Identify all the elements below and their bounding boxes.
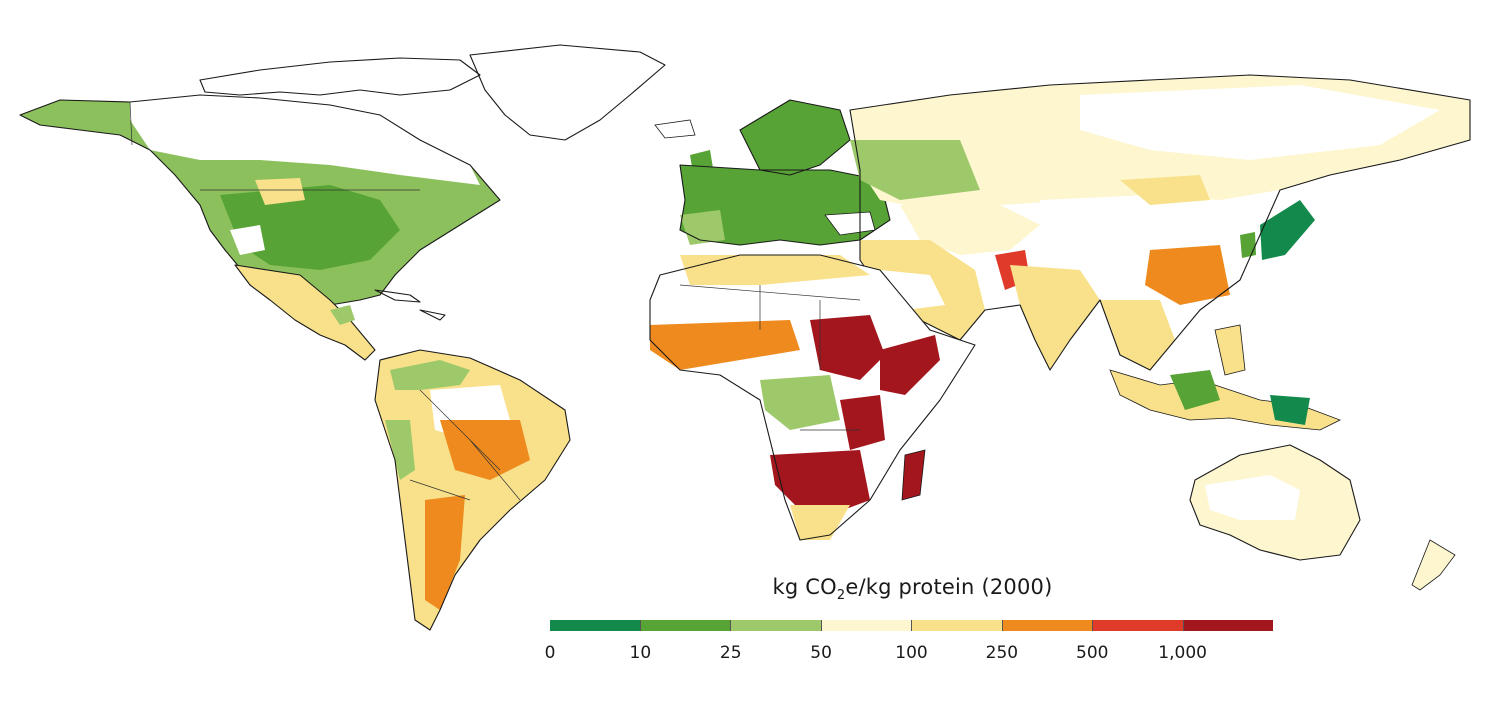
north-america-north [130,95,480,185]
mexico-outline [234,264,376,361]
africa-borders [679,284,861,431]
borneo-green [1170,370,1220,410]
africa-outline [649,254,976,541]
kazakhstan [900,205,1040,255]
legend-tick-label: 500 [1076,643,1109,663]
horn-darkred [880,335,940,395]
europe-outline [679,99,891,246]
brazil-orange [440,420,530,480]
south-america-land [375,350,570,630]
madagascar [901,449,926,501]
siberia-white [1080,85,1440,160]
south-america [374,349,571,631]
india [1010,265,1100,370]
legend-swatch-4 [912,620,1003,631]
oceania [1189,444,1456,591]
caribbean-islands [374,289,446,321]
legend-tick-label: 250 [985,643,1019,663]
central-america [234,264,446,361]
new-zealand [1411,539,1456,591]
africa [649,254,976,541]
black-sea [824,211,876,236]
arabia-white [880,270,945,310]
legend-color-bar [550,620,1273,631]
west-russia-green [850,140,980,200]
east-africa-red [840,395,885,450]
greenland [469,44,666,141]
scandinavia [740,100,850,175]
new-guinea-green [1270,395,1310,425]
mongolia-orange [1120,175,1210,205]
north-america-outline [19,94,501,306]
mexico [235,265,375,360]
iceland [654,119,696,139]
korea [1240,232,1256,258]
sudan-darkred [810,315,885,380]
legend-swatch-5 [1002,620,1093,631]
legend-swatch-7 [1183,620,1273,631]
legend-swatch-2 [731,620,822,631]
south-america-borders [409,389,521,501]
legend-swatch-3 [821,620,912,631]
canada-arctic-islands [199,57,481,96]
legend-tick-label: 1,000 [1158,643,1207,663]
china-east-orange [1145,245,1230,305]
legend-title: kg CO2e/kg protein (2000) [772,575,1053,604]
central-africa-green [760,375,840,430]
southeast-asia [1100,300,1175,370]
north-africa-yellow [680,255,870,285]
legend-swatch-0 [550,620,641,631]
legend-swatch-1 [640,620,731,631]
asia [849,74,1471,371]
australia-outline [1189,444,1361,561]
us-west-patch [230,225,265,255]
alaska-border [129,101,133,146]
southern-africa-darkred [770,450,870,515]
legend-tick-label: 25 [719,643,742,663]
legend-tick-label: 10 [629,643,652,663]
japan [1260,200,1315,260]
maritime-asia [1109,324,1341,431]
legend-swatch-6 [1093,620,1184,631]
legend-tick-label: 100 [895,643,928,663]
yucatan-green [330,305,355,325]
iberia [680,210,725,245]
south-america-outline [374,349,571,631]
andes-green [385,420,415,480]
legend-tick-label: 0 [544,643,556,663]
us-midwest-green [220,185,400,270]
argentina-orange [425,495,465,610]
sahel-orange [650,320,800,370]
amazon-north-green [390,360,470,390]
philippines [1214,324,1246,376]
us-plains-yellow [255,178,305,205]
map-legend: kg CO2e/kg protein (2000) 0 10 25 50 100 250 5… [545,565,1280,675]
north-america [19,44,666,306]
asia-outline [849,74,1471,371]
australia-white [1205,475,1300,520]
legend-tick-label: 50 [810,643,832,663]
europe [654,99,891,246]
uk-ireland [690,150,715,185]
